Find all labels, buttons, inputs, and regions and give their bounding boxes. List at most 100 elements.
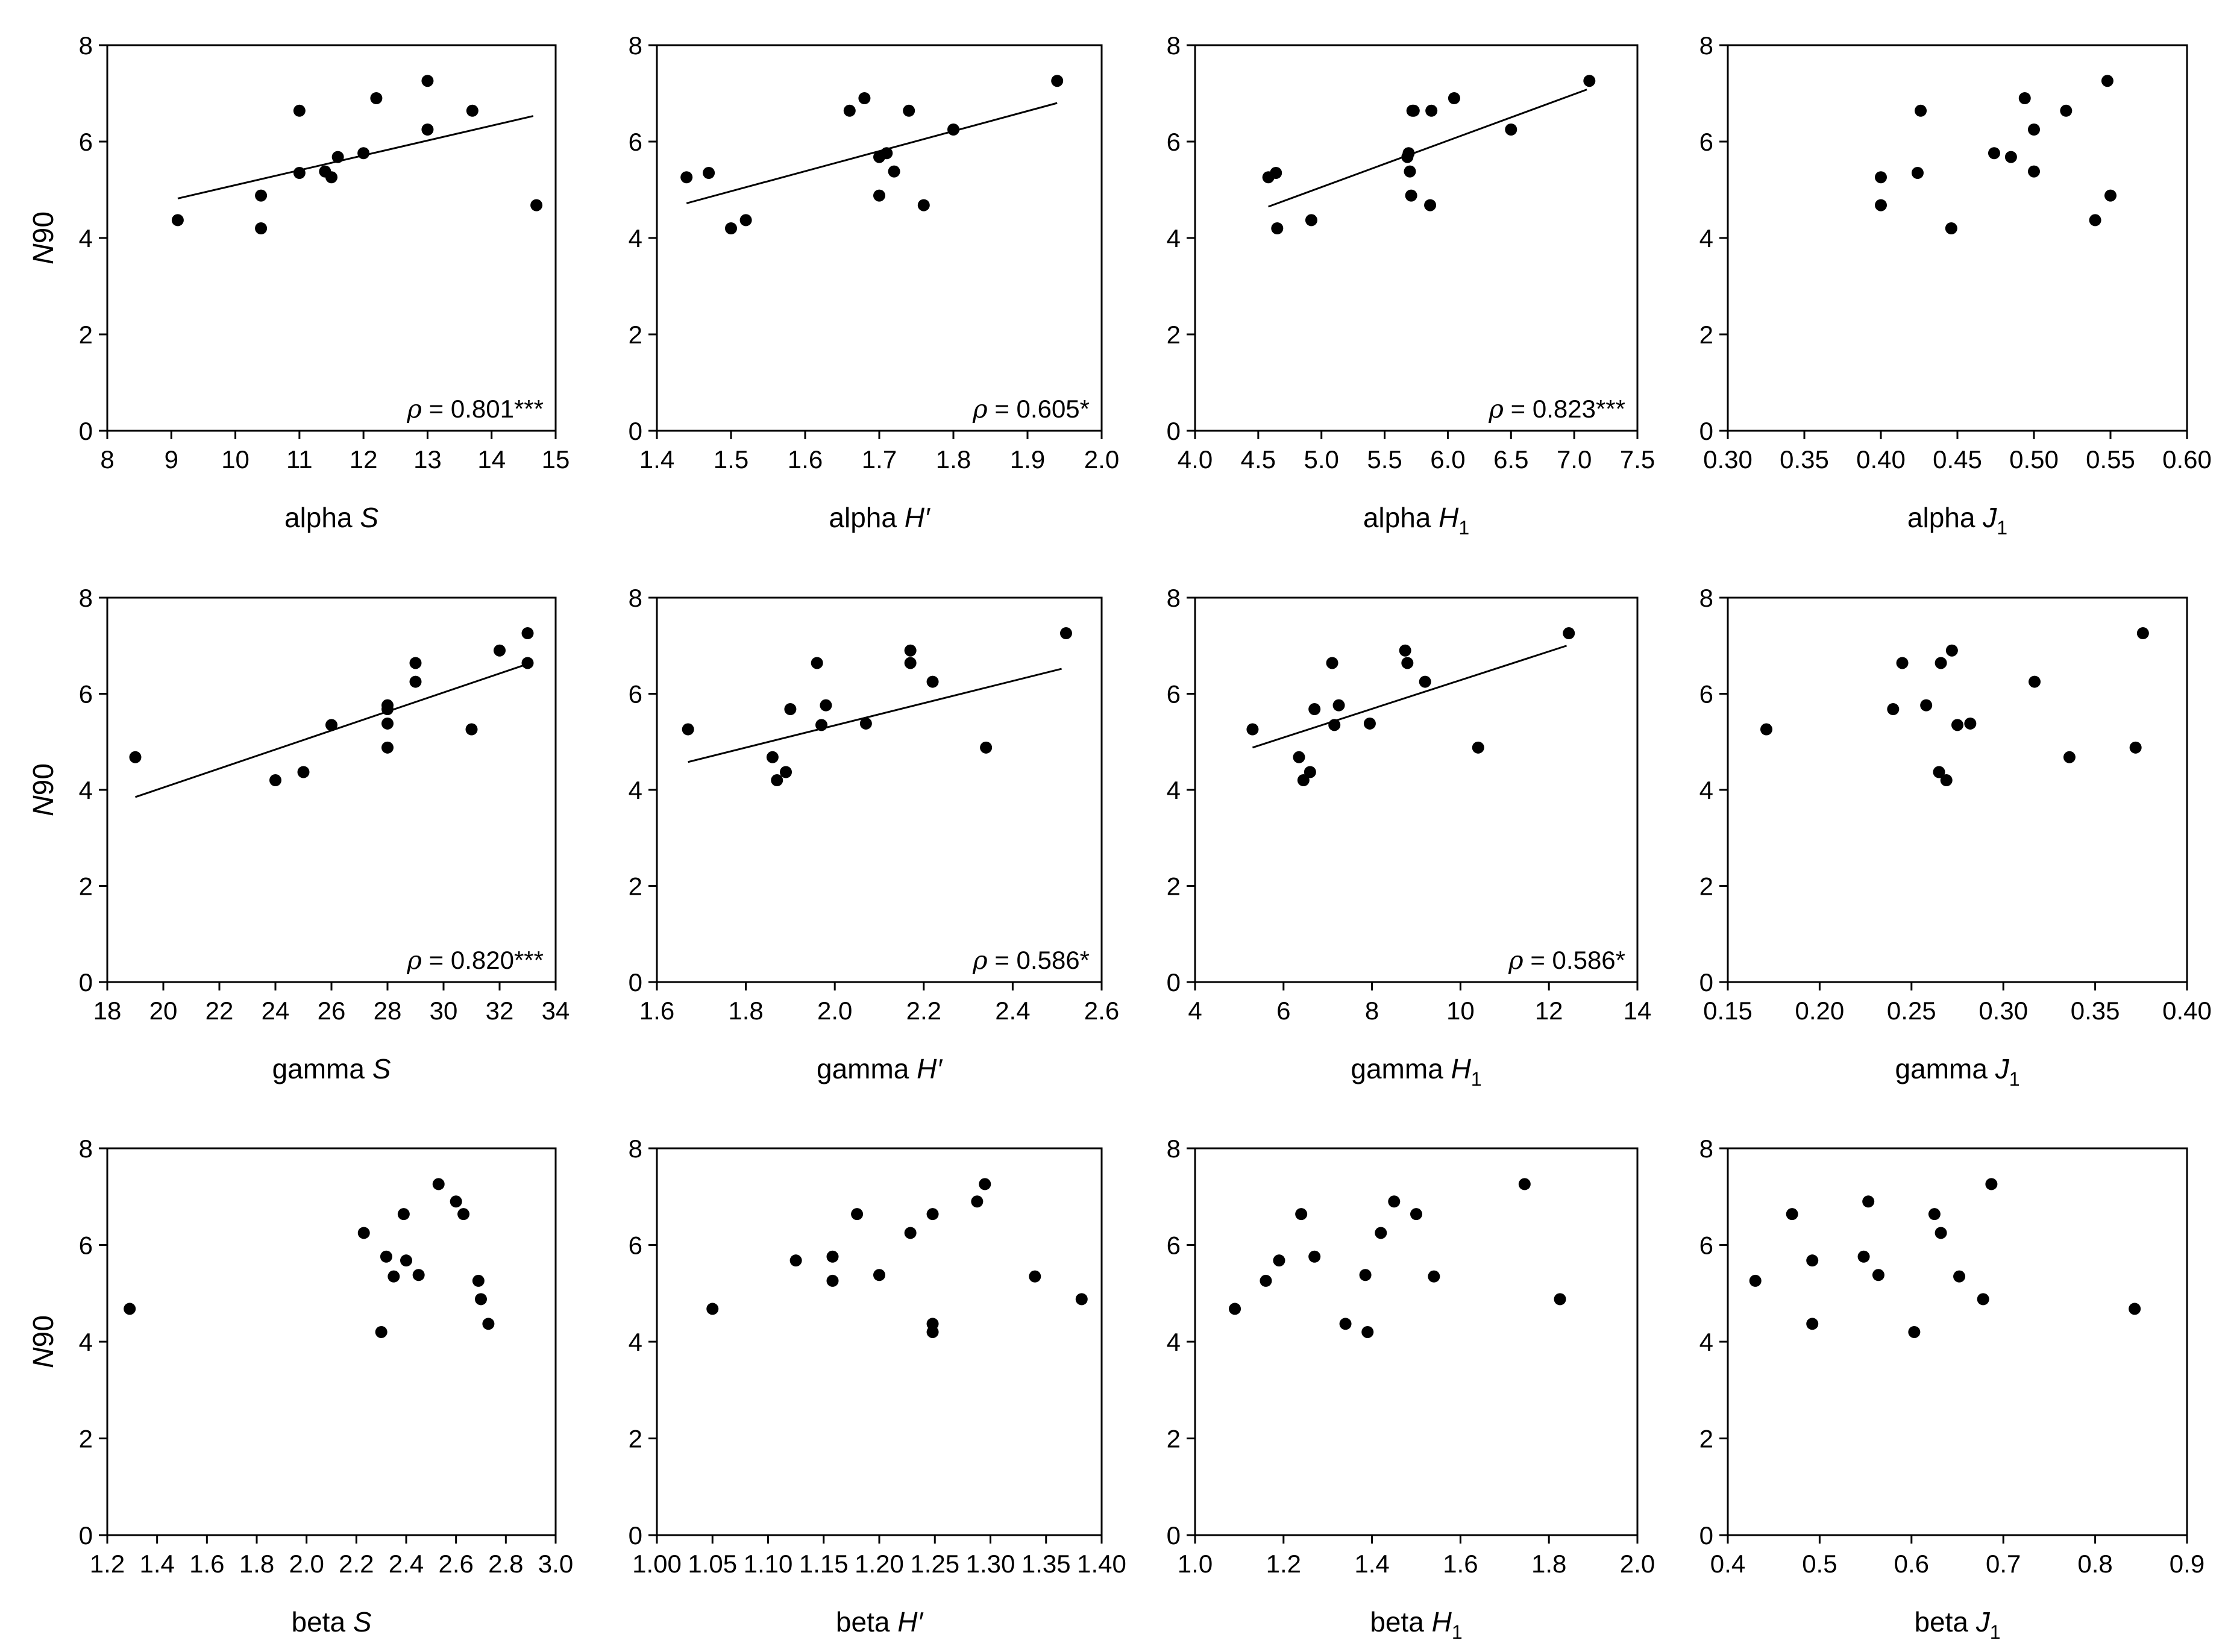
- y-axis-label: N90: [28, 763, 60, 816]
- y-tick-label: 0: [1167, 417, 1181, 445]
- data-point: [904, 657, 917, 669]
- data-point: [815, 719, 828, 731]
- x-axis-label: gamma H′: [817, 1053, 943, 1084]
- y-tick-label: 6: [79, 1231, 93, 1260]
- data-point: [858, 92, 871, 104]
- data-point: [826, 1274, 839, 1287]
- plot-frame: [106, 1147, 557, 1536]
- data-point: [357, 1227, 370, 1239]
- x-tick-label: 0.9: [2170, 1550, 2204, 1578]
- x-tick-label: 1.00: [632, 1550, 682, 1578]
- data-point: [1328, 719, 1341, 731]
- plot-frame: [1194, 596, 1639, 983]
- x-tick-label: 0.50: [2009, 445, 2059, 474]
- data-point: [1875, 199, 1887, 211]
- x-tick-label: 7.5: [1620, 445, 1655, 474]
- x-tick-label: 20: [149, 997, 178, 1025]
- data-point: [269, 774, 281, 787]
- data-point: [1059, 627, 1072, 640]
- data-point: [2028, 124, 2040, 136]
- y-tick-label: 8: [79, 31, 93, 60]
- data-point: [1361, 1325, 1374, 1338]
- y-tick-label: 2: [629, 872, 642, 901]
- regression-line: [177, 115, 534, 199]
- data-point: [1908, 1325, 1921, 1338]
- y-tick-label: 6: [79, 128, 93, 156]
- y-tick-label: 0: [629, 1521, 642, 1550]
- x-tick-label: 15: [542, 445, 570, 474]
- x-tick-label: 0.8: [2077, 1550, 2112, 1578]
- data-point: [2104, 189, 2117, 202]
- x-tick-label: 0.35: [2071, 997, 2120, 1025]
- x-tick-label: 28: [374, 997, 402, 1025]
- y-tick-label: 2: [629, 321, 642, 349]
- data-point: [1363, 717, 1376, 730]
- data-point: [1404, 165, 1416, 178]
- data-point: [1448, 92, 1460, 104]
- data-point: [1940, 774, 1953, 787]
- panel-0: 8 9 10 11 12 13 14 15 0 2 4 6 8 N90 alpha S ρ = 0.801**…: [28, 31, 570, 533]
- x-axis-label: beta H1: [1370, 1606, 1462, 1643]
- x-tick-label: 1.8: [239, 1550, 274, 1578]
- data-point: [1425, 104, 1438, 117]
- y-tick-label: 0: [79, 417, 93, 445]
- x-tick-label: 9: [165, 445, 178, 474]
- x-tick-label: 0.30: [1979, 997, 2028, 1025]
- data-point: [1786, 1208, 1798, 1221]
- y-tick-label: 0: [1699, 417, 1713, 445]
- x-tick-label: 30: [430, 997, 458, 1025]
- x-tick-label: 11: [286, 445, 313, 474]
- x-tick-label: 12: [1535, 997, 1563, 1025]
- x-tick-label: 2.0: [1084, 445, 1119, 474]
- panel-1: 1.4 1.5 1.6 1.7 1.8 1.9 2.0 0 2 4 6 8 alpha H′ ρ = 0.…: [629, 31, 1120, 533]
- data-point: [421, 124, 434, 136]
- correlation-annotation: ρ = 0.586*: [972, 945, 1090, 975]
- data-point: [2028, 165, 2040, 178]
- data-point: [2101, 75, 2113, 87]
- data-point: [903, 104, 915, 117]
- x-tick-label: 1.30: [966, 1550, 1015, 1578]
- y-tick-label: 4: [1167, 224, 1181, 252]
- x-tick-label: 2.0: [289, 1550, 324, 1578]
- x-tick-label: 0.40: [2162, 997, 2212, 1025]
- y-tick-label: 4: [1699, 776, 1713, 804]
- x-tick-label: 10: [221, 445, 249, 474]
- x-tick-label: 4.0: [1178, 445, 1213, 474]
- data-point: [926, 1325, 939, 1338]
- x-tick-label: 1.2: [90, 1550, 125, 1578]
- data-point: [1424, 199, 1437, 211]
- data-point: [1945, 222, 1957, 234]
- correlation-annotation: ρ = 0.823***: [1488, 394, 1625, 424]
- y-tick-label: 4: [1699, 1328, 1713, 1356]
- data-point: [1297, 774, 1310, 787]
- data-point: [293, 104, 306, 117]
- panel-6: 4 6 8 10 12 14 0 2 4 6 8 gamma H1 ρ = 0.586*: [1167, 584, 1652, 1090]
- regression-line: [688, 668, 1062, 763]
- plot-frame: [1727, 1147, 2188, 1536]
- data-point: [1505, 124, 1517, 136]
- y-tick-label: 4: [629, 776, 642, 804]
- y-tick-label: 2: [79, 321, 93, 349]
- data-point: [971, 1195, 984, 1208]
- x-tick-label: 5.0: [1304, 445, 1339, 474]
- data-point: [1951, 719, 1963, 731]
- data-point: [1293, 751, 1305, 763]
- data-point: [1419, 675, 1431, 688]
- plot-frame: [1194, 1147, 1639, 1536]
- x-tick-label: 1.4: [639, 445, 674, 474]
- data-point: [1075, 1293, 1088, 1306]
- data-point: [1375, 1227, 1387, 1239]
- data-point: [2136, 627, 2149, 640]
- x-tick-label: 26: [318, 997, 346, 1025]
- data-point: [1915, 104, 1927, 117]
- data-point: [1988, 147, 2000, 160]
- x-tick-label: 10: [1446, 997, 1475, 1025]
- data-point: [811, 657, 823, 669]
- x-tick-label: 8: [100, 445, 114, 474]
- data-point: [1953, 1270, 1966, 1283]
- data-point: [1332, 699, 1345, 712]
- y-tick-label: 2: [629, 1425, 642, 1453]
- data-point: [397, 1208, 410, 1221]
- data-point: [1933, 766, 1945, 778]
- data-point: [1271, 222, 1284, 234]
